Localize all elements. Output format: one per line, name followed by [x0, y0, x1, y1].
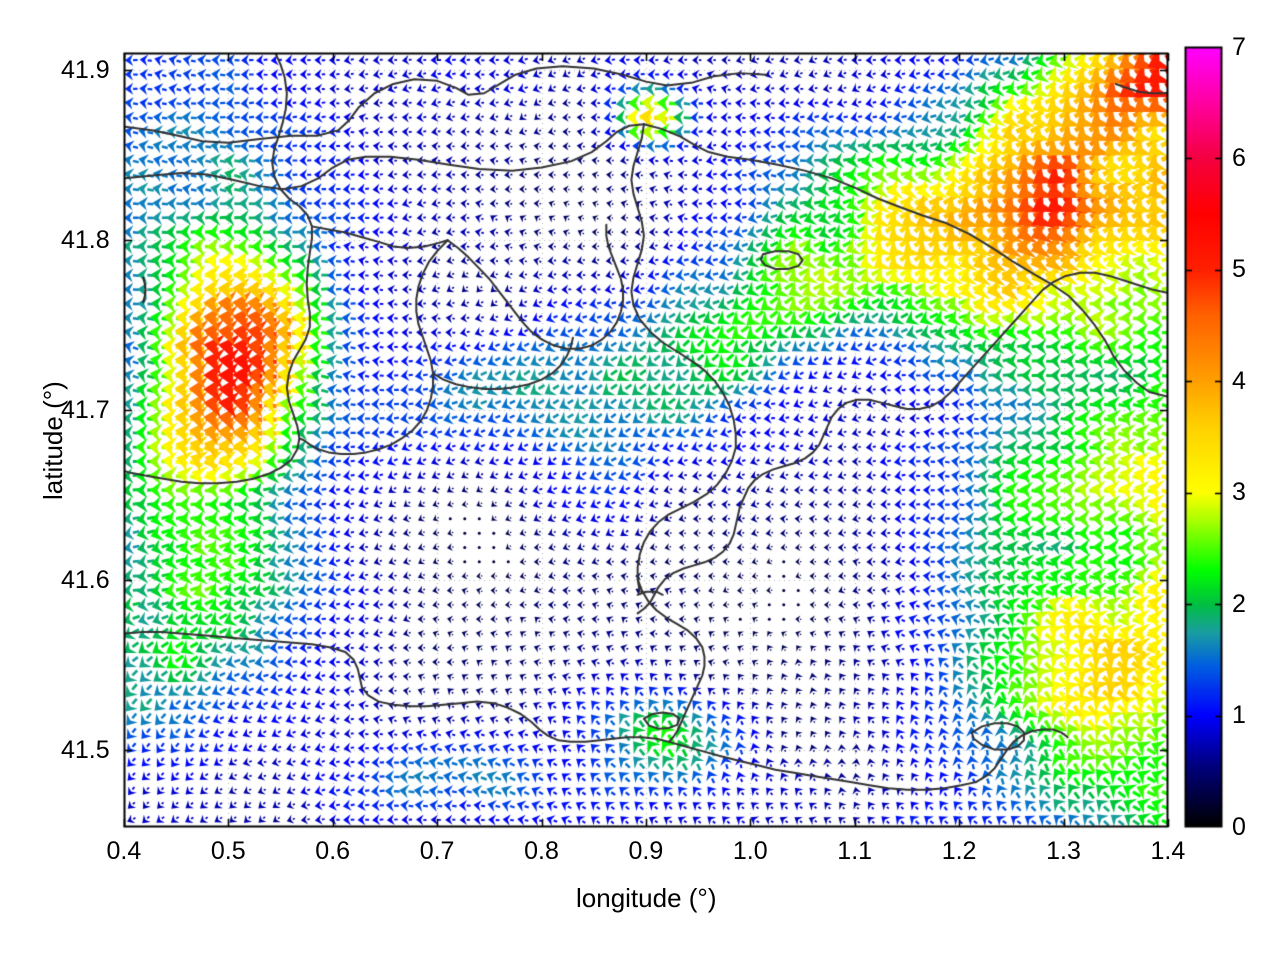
- y-tick-label: 41.6: [61, 565, 110, 594]
- x-tick-label: 1.3: [1046, 837, 1081, 865]
- x-tick-label: 0.4: [106, 837, 142, 865]
- x-tick-label: 0.5: [210, 837, 246, 865]
- colorbar-tick-label: 4: [1232, 366, 1246, 395]
- x-axis-title: longitude (°): [576, 883, 717, 913]
- colorbar-tick-label: 1: [1232, 701, 1246, 730]
- y-tick-label: 41.8: [61, 225, 110, 254]
- colorbar-tick-label: 3: [1232, 478, 1246, 507]
- colorbar-tick-label: 5: [1232, 255, 1246, 284]
- colorbar-tick-label: 0: [1232, 812, 1246, 841]
- x-tick-label: 0.8: [524, 837, 559, 865]
- colorbar-tick-label: 7: [1232, 32, 1246, 61]
- x-tick-label: 1.0: [732, 837, 768, 865]
- colorbar-tick-label: 6: [1232, 143, 1246, 172]
- x-tick-label: 0.7: [419, 837, 455, 865]
- x-tick-label: 1.2: [941, 837, 977, 865]
- x-tick-label: 0.6: [315, 837, 351, 865]
- x-tick-label: 0.9: [628, 837, 664, 865]
- y-tick-label: 41.5: [61, 735, 110, 764]
- y-tick-label: 41.9: [61, 55, 110, 84]
- x-tick-label: 1.1: [837, 837, 873, 865]
- y-tick-label: 41.7: [61, 395, 110, 424]
- y-axis-title: latitude (°): [38, 380, 68, 500]
- colorbar-tick-label: 2: [1232, 589, 1246, 618]
- x-tick-label: 1.4: [1150, 837, 1186, 865]
